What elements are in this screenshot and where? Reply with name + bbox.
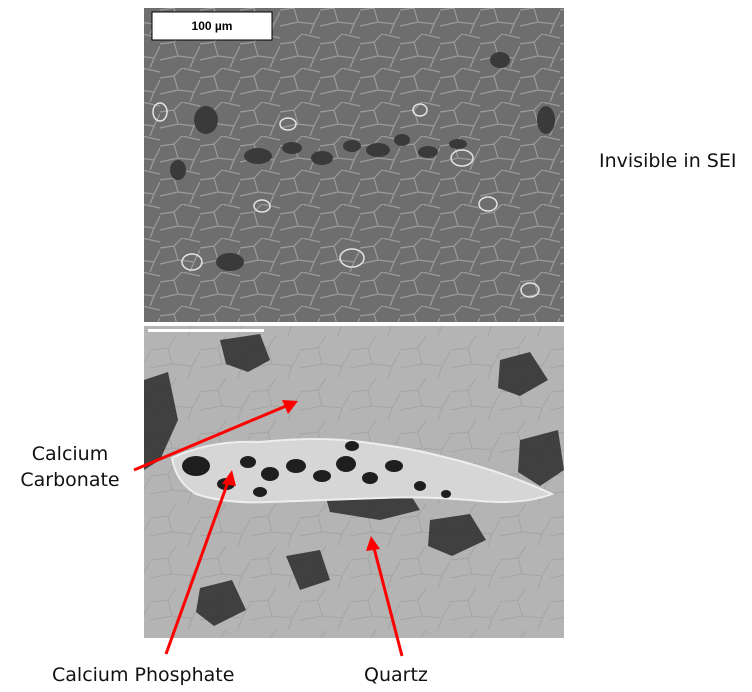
calcium-carbonate-label-line1: Calcium	[31, 443, 109, 465]
quartz-arrowhead	[366, 536, 380, 551]
scale-bar	[151, 11, 273, 41]
quartz-arrow	[372, 547, 404, 657]
scale-bar-label: 100 µm	[191, 19, 233, 33]
bse-scale-line	[148, 329, 264, 332]
phosphate-vein	[170, 438, 555, 504]
calcium-carbonate-arrowhead	[282, 400, 298, 414]
calcium-phosphate-label: Calcium Phosphate	[52, 664, 235, 686]
quartz-label: Quartz	[364, 664, 428, 686]
calcium-phosphate-arrow	[164, 481, 230, 655]
calcium-carbonate-label: Calcium Carbonate	[8, 441, 132, 493]
calcium-carbonate-label-line2: Carbonate	[20, 469, 120, 491]
calcium-phosphate-arrowhead	[222, 470, 236, 486]
sei-micrograph-panel	[144, 8, 564, 322]
annotation-arrows	[133, 400, 404, 657]
bse-micrograph-panel	[144, 326, 564, 638]
calcium-carbonate-arrow	[133, 404, 287, 472]
sei-note-label: Invisible in SEI	[599, 150, 737, 172]
